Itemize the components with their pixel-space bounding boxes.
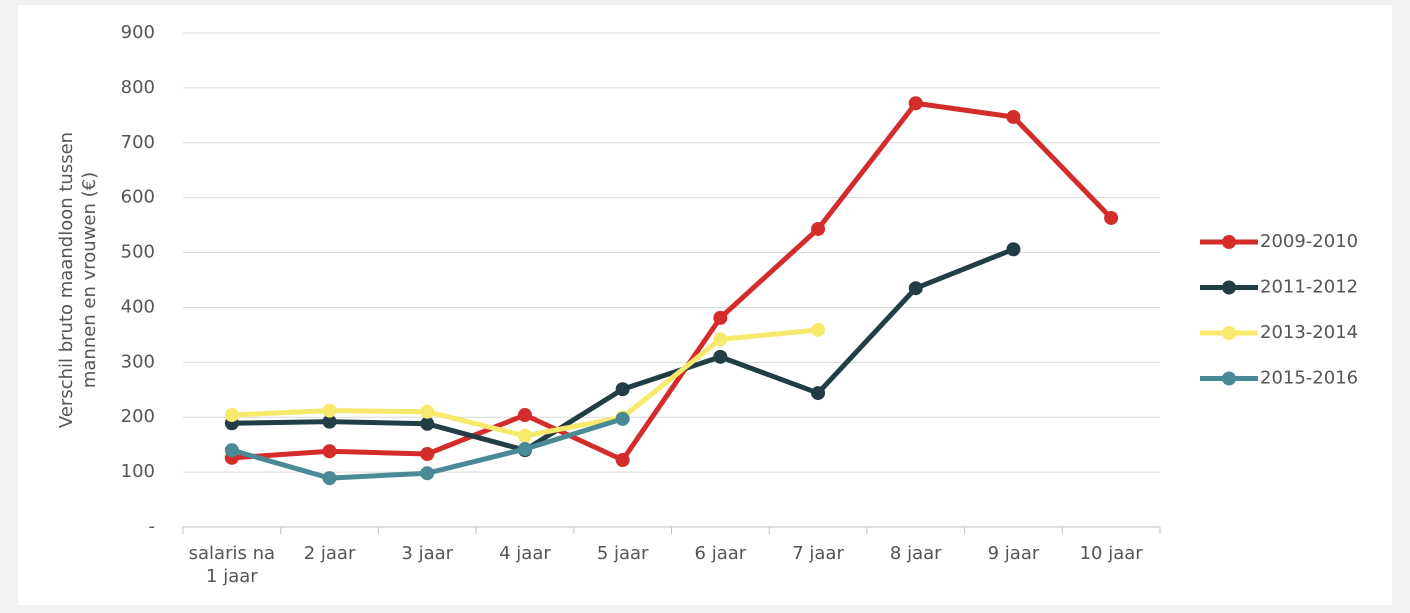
data-point (1104, 210, 1119, 225)
data-point (224, 408, 239, 423)
y-tick-label: 400 (121, 296, 155, 317)
legend-marker (1222, 280, 1236, 295)
data-point (420, 446, 435, 461)
data-point (811, 386, 826, 401)
y-tick-label: 200 (121, 406, 155, 427)
data-point (908, 281, 923, 296)
data-point (420, 466, 435, 481)
legend-label: 2009-2010 (1260, 231, 1358, 252)
data-point (615, 382, 630, 397)
y-tick-label: 300 (121, 351, 155, 372)
legend-marker (1222, 326, 1236, 340)
x-tick-label: 5 jaar (596, 543, 649, 564)
legend-label: 2011-2012 (1260, 277, 1358, 298)
data-point (615, 453, 630, 468)
legend-marker (1222, 235, 1236, 249)
panel (18, 5, 1392, 605)
data-point (713, 332, 728, 347)
data-point (811, 221, 826, 236)
data-point (322, 471, 337, 486)
data-point (713, 349, 728, 364)
legend-label: 2013-2014 (1260, 322, 1358, 343)
y-tick-label: - (149, 516, 156, 537)
y-tick-label: 100 (121, 461, 155, 482)
data-point (908, 96, 923, 111)
data-point (420, 404, 435, 419)
data-point (1006, 242, 1021, 257)
y-tick-label: 900 (121, 22, 155, 43)
data-point (517, 442, 532, 457)
y-tick-label: 800 (121, 77, 155, 98)
data-point (322, 414, 337, 429)
data-point (517, 408, 532, 423)
x-tick-label: salaris na 1 jaar (188, 543, 276, 587)
data-point (322, 444, 337, 459)
x-tick-label: 8 jaar (889, 543, 942, 564)
data-point (322, 403, 337, 418)
y-axis-title: Verschil bruto maandloon tussen mannen e… (56, 131, 100, 429)
x-tick-label: 10 jaar (1079, 543, 1143, 564)
data-point (713, 310, 728, 325)
x-tick-label: 9 jaar (987, 543, 1040, 564)
legend-label: 2015-2016 (1260, 368, 1358, 389)
x-tick-label: 7 jaar (792, 543, 844, 564)
y-tick-label: 600 (121, 187, 155, 208)
data-point (517, 428, 532, 443)
x-tick-label: 2 jaar (303, 543, 356, 564)
x-tick-label: 4 jaar (499, 543, 551, 564)
series-line (231, 100, 1113, 463)
x-tick-label: 3 jaar (401, 543, 454, 564)
data-point (615, 411, 630, 426)
y-tick-label: 700 (121, 132, 155, 153)
data-point (811, 322, 826, 337)
data-point (420, 416, 435, 431)
y-tick-label: 500 (121, 242, 155, 263)
data-point (224, 443, 239, 458)
data-point (1006, 109, 1021, 124)
x-tick-label: 6 jaar (694, 543, 747, 564)
legend-marker (1222, 371, 1236, 386)
